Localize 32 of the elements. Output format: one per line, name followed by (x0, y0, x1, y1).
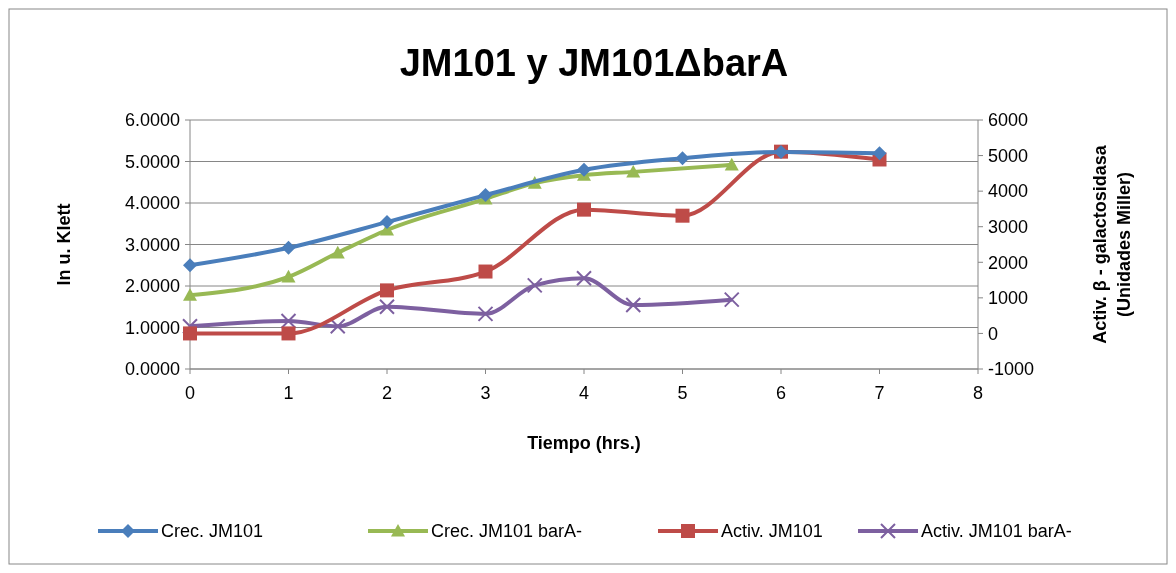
y2-tick-label: 6000 (988, 110, 1029, 131)
x-tick-label: 8 (972, 383, 984, 403)
x-tick-label: 0 (184, 383, 196, 403)
x-tick-label: 7 (874, 383, 885, 403)
y-tick-label: 2.0000 (124, 276, 180, 297)
x-tick-label: 6 (775, 383, 787, 403)
legend-label: Crec. JM101 barA- (431, 521, 583, 542)
x-tick-label: 5 (677, 383, 688, 403)
y2-tick-label: 4000 (988, 181, 1029, 202)
y2-tick-label: 3000 (988, 217, 1029, 238)
y-axis-title: ln u. Klett (54, 203, 74, 286)
legend-label: Crec. JM101 (161, 521, 264, 542)
y2-tick-label: 0 (988, 323, 999, 344)
y-tick-label: 1.0000 (124, 317, 180, 338)
legend-label: Activ. JM101 barA- (921, 521, 1072, 542)
y2-tick-label: 2000 (988, 252, 1029, 273)
y-tick-label: 6.0000 (124, 110, 180, 131)
y2-tick-label: 1000 (988, 288, 1029, 309)
y-tick-label: 0.0000 (124, 359, 180, 380)
chart-title: JM101 y JM101ΔbarA (399, 42, 789, 84)
y2-axis-title: Activ. β - galactosidasa (Unidades Miller) (1090, 144, 1134, 344)
y-tick-label: 4.0000 (124, 193, 180, 214)
y-tick-label: 3.0000 (124, 234, 180, 255)
x-tick-label: 4 (578, 383, 590, 403)
y2-tick-label: 5000 (988, 145, 1029, 166)
legend-label: Activ. JM101 (721, 521, 823, 542)
x-tick-label: 1 (283, 383, 294, 403)
x-tick-label: 3 (480, 383, 491, 403)
x-tick-label: 2 (381, 383, 393, 403)
y2-tick-label: -1000 (988, 359, 1035, 380)
x-axis-title: Tiempo (hrs.) (527, 433, 641, 453)
y-tick-label: 5.0000 (124, 151, 180, 172)
